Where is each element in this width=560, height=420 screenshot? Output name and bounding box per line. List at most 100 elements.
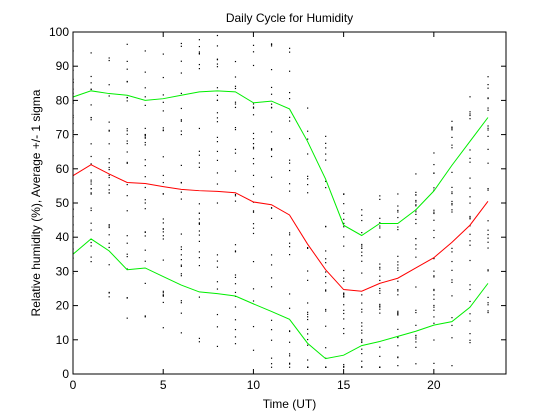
observation-dot (433, 258, 435, 260)
observation-dot (162, 327, 164, 329)
observation-dot (415, 218, 417, 221)
observation-dot (252, 157, 255, 160)
observation-dot (307, 333, 309, 335)
observation-dot (397, 345, 399, 347)
observation-dot (379, 227, 381, 229)
observation-dot (108, 225, 110, 227)
observation-dot (216, 345, 219, 348)
observation-dot (325, 275, 327, 278)
observation-dot (216, 136, 219, 138)
observation-dot (216, 45, 219, 47)
observation-dot (252, 106, 255, 108)
observation-dot (270, 277, 273, 279)
observation-dot (397, 336, 399, 338)
observation-dot (397, 313, 399, 315)
observation-dot (108, 246, 110, 249)
observation-dot (198, 154, 200, 156)
observation-dot (433, 211, 435, 213)
observation-dot (451, 317, 453, 319)
observation-dot (108, 234, 110, 236)
observation-dot (307, 302, 309, 304)
observation-dot (361, 366, 363, 368)
observation-dot (144, 231, 146, 233)
observation-dot (343, 304, 345, 306)
observation-dot (252, 232, 255, 235)
observation-dot (90, 209, 92, 212)
observation-dot (397, 261, 399, 263)
observation-dot (252, 138, 255, 140)
observation-dot (216, 99, 219, 102)
observation-dot (126, 210, 128, 212)
observation-dot (487, 107, 489, 109)
observation-dot (397, 311, 399, 314)
observation-dot (379, 266, 381, 268)
x-tick-label: 5 (160, 378, 167, 392)
observation-dot (379, 303, 381, 305)
observation-dot (126, 161, 128, 164)
observation-dot (90, 119, 92, 121)
observation-dot (307, 338, 309, 341)
observation-dot (361, 360, 363, 362)
observation-dot (108, 57, 110, 59)
observation-dot (343, 365, 345, 367)
observation-dot (343, 212, 345, 214)
observation-dot (216, 117, 219, 119)
observation-dot (361, 341, 363, 344)
observation-dot (289, 355, 291, 357)
observation-dot (307, 313, 309, 315)
observation-dot (144, 164, 146, 167)
observation-dot (415, 256, 417, 258)
observation-dot (108, 242, 110, 244)
plus-one-sigma-line (72, 90, 489, 237)
observation-dot (252, 143, 255, 145)
observation-dot (216, 59, 219, 61)
mean-line (72, 164, 489, 292)
observation-dot (451, 337, 453, 339)
observation-dot (397, 314, 399, 316)
observation-dot (126, 235, 128, 237)
observation-dot (162, 181, 164, 184)
observation-dot (289, 190, 291, 192)
observation-dot (379, 308, 381, 310)
observation-dot (234, 336, 237, 338)
observation-dot (289, 91, 291, 94)
observation-dot (289, 159, 291, 161)
observation-dot (234, 250, 237, 252)
observation-dot (162, 218, 164, 220)
observation-dot (216, 254, 219, 256)
observation-dot (234, 101, 237, 103)
observation-dot (307, 344, 309, 346)
observation-dot (216, 150, 219, 153)
observation-dot (144, 316, 146, 318)
observation-dot (343, 332, 345, 335)
observation-dot (415, 194, 417, 196)
observation-dot (325, 226, 327, 228)
observation-dot (433, 163, 435, 166)
observation-dot (343, 295, 345, 297)
observation-dot (180, 264, 182, 266)
observation-dot (325, 282, 327, 284)
observation-dot (469, 177, 471, 179)
observation-dot (180, 92, 182, 95)
observation-dot (469, 96, 471, 98)
observation-dot (361, 243, 363, 246)
observation-dot (289, 234, 291, 236)
observation-dot (252, 132, 255, 135)
observation-dot (361, 348, 363, 350)
observation-dot (415, 248, 417, 250)
observation-dot (162, 101, 164, 103)
observation-dot (379, 290, 381, 292)
observation-dot (216, 159, 219, 161)
observation-dot (379, 217, 381, 219)
observation-dot (180, 273, 182, 275)
observation-dot (325, 325, 327, 327)
observation-dot (433, 152, 435, 154)
observation-dot (415, 205, 417, 207)
observation-dot (469, 320, 471, 322)
observation-dot (487, 229, 489, 231)
observation-dot (361, 340, 363, 342)
observation-dot (234, 170, 237, 172)
observation-dot (126, 100, 128, 102)
observation-dot (216, 202, 219, 204)
observation-dot (487, 310, 489, 312)
